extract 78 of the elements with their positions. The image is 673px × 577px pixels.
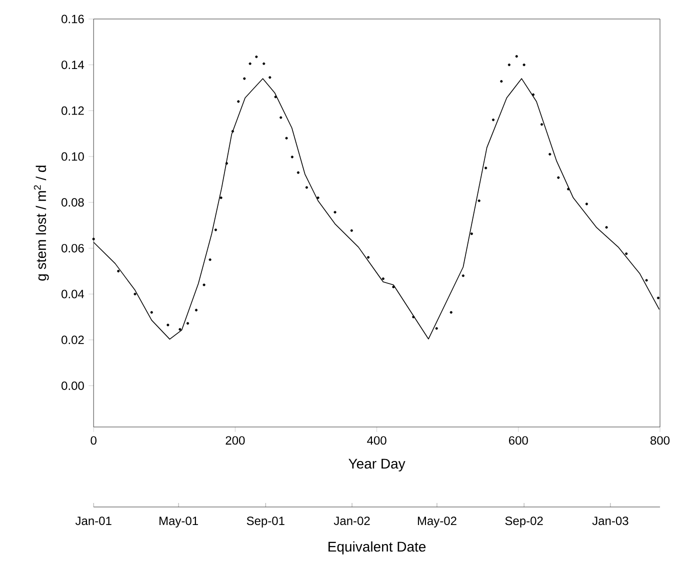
point xyxy=(285,136,288,140)
point xyxy=(522,64,526,66)
y-tick-label: 0.04 xyxy=(62,290,84,298)
point xyxy=(237,100,240,103)
point xyxy=(150,311,153,314)
point xyxy=(412,316,415,318)
y-tick-label: 0.00 xyxy=(62,381,84,390)
x2-tick-label: Sep-01 xyxy=(246,516,284,528)
point xyxy=(350,229,353,232)
point xyxy=(305,186,308,189)
point xyxy=(194,308,198,312)
point xyxy=(548,152,552,156)
point xyxy=(208,258,212,261)
y-tick-label: 0.10 xyxy=(62,152,84,161)
point xyxy=(656,296,660,300)
point xyxy=(367,256,370,259)
y-tick-label: 0.16 xyxy=(62,14,84,24)
point xyxy=(220,196,222,200)
point xyxy=(280,116,282,119)
x-tick-label: 400 xyxy=(367,436,386,445)
point xyxy=(274,96,277,98)
point xyxy=(492,118,495,122)
point xyxy=(248,62,252,65)
x-tick-label: 200 xyxy=(226,436,245,445)
x2-tick-label: May-01 xyxy=(160,516,198,528)
y-tick-label: 0.08 xyxy=(62,198,84,207)
x2-axis-title: Equivalent Date xyxy=(328,541,426,554)
point xyxy=(166,324,170,326)
point xyxy=(117,270,120,272)
point xyxy=(500,80,503,83)
x-tick-label: 0 xyxy=(90,436,96,445)
point xyxy=(290,156,294,158)
point xyxy=(382,277,384,280)
x2-tick-label: Jan-02 xyxy=(334,516,370,526)
point xyxy=(625,252,628,255)
x2-tick-label: Jan-01 xyxy=(75,516,112,526)
x2-tick-label: Jan-03 xyxy=(592,516,628,526)
point xyxy=(392,286,395,288)
point xyxy=(255,56,258,58)
point xyxy=(243,77,246,80)
point xyxy=(178,328,182,331)
x-tick-label: 600 xyxy=(508,436,528,445)
point xyxy=(470,232,473,236)
y-axis-title: g stem lost / m$^{2}$ / d xyxy=(34,166,49,281)
point xyxy=(515,55,518,58)
point xyxy=(557,176,560,179)
point xyxy=(186,322,190,325)
y-tick-label: 0.14 xyxy=(62,60,84,70)
point xyxy=(450,311,452,314)
point xyxy=(134,292,136,296)
point xyxy=(478,199,480,202)
point xyxy=(532,93,535,96)
point xyxy=(334,210,336,214)
point xyxy=(484,166,488,170)
point xyxy=(605,226,608,229)
point xyxy=(225,162,228,165)
point xyxy=(645,278,648,282)
point xyxy=(262,62,266,65)
x-axis-title: Year Day xyxy=(348,458,406,472)
point xyxy=(231,130,234,133)
x2-tick-label: Sep-02 xyxy=(505,516,543,528)
point xyxy=(567,188,570,190)
point xyxy=(435,327,438,330)
y-tick-label: 0.12 xyxy=(62,106,84,115)
y-tick-label: 0.02 xyxy=(62,336,84,344)
point xyxy=(540,123,544,126)
point xyxy=(214,228,218,232)
point xyxy=(316,196,320,200)
x2-tick-label: May-02 xyxy=(418,516,456,528)
point xyxy=(268,76,272,79)
point xyxy=(462,274,464,278)
point xyxy=(296,171,300,174)
point xyxy=(585,202,588,206)
point xyxy=(508,64,510,66)
y-tick-label: 0.06 xyxy=(62,244,84,252)
point xyxy=(92,238,95,240)
x-tick-label: 800 xyxy=(650,436,670,445)
point xyxy=(202,284,206,286)
